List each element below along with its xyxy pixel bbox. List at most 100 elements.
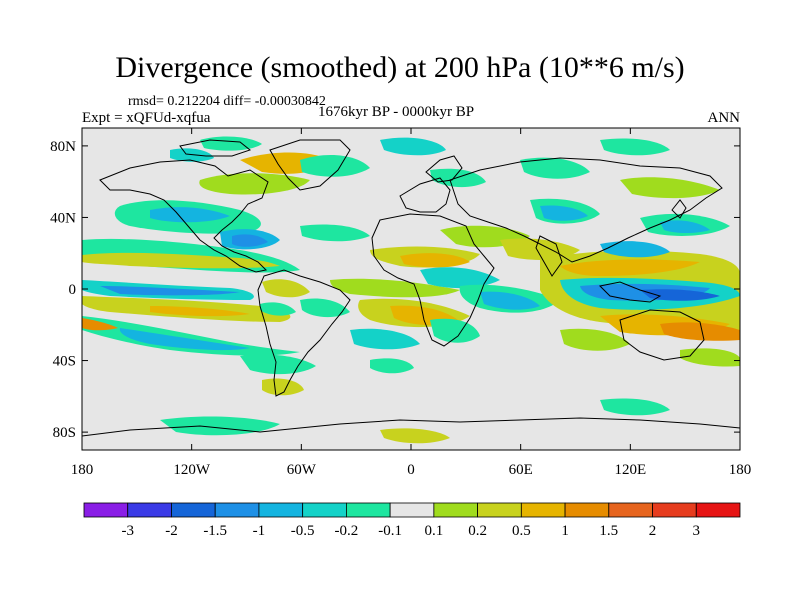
colorbar-swatch bbox=[302, 502, 347, 518]
field-zone bbox=[119, 328, 250, 351]
field-zone bbox=[100, 286, 240, 296]
lon-label: 180 bbox=[71, 462, 94, 478]
longitude-labels: 180 120W 60W 0 60E 120E 180 bbox=[71, 462, 752, 478]
coastline-asia bbox=[449, 157, 723, 263]
colorbar-swatch bbox=[652, 502, 697, 518]
field-zone bbox=[430, 318, 480, 343]
field-zone bbox=[400, 253, 470, 268]
coastline-africa bbox=[371, 213, 495, 347]
colorbar-swatch bbox=[564, 502, 610, 518]
coastlines bbox=[82, 139, 740, 437]
field-zone bbox=[300, 154, 370, 177]
colorbar-label: -0.5 bbox=[291, 523, 315, 539]
colorbar-swatch bbox=[258, 502, 304, 518]
field-zone bbox=[240, 354, 316, 375]
field-zone bbox=[350, 328, 420, 350]
lon-label: 0 bbox=[407, 462, 415, 478]
colorbar-label: 0.2 bbox=[468, 523, 487, 539]
colorbar-swatch bbox=[608, 502, 653, 518]
colorbar-swatch bbox=[171, 502, 216, 518]
field-zone bbox=[660, 220, 710, 233]
colorbar-label: 1.5 bbox=[599, 523, 618, 539]
coastline-japan bbox=[671, 199, 687, 219]
colorbar-swatch bbox=[214, 502, 260, 518]
latitude-labels: 80N 40N 0 40S 80S bbox=[50, 139, 76, 441]
colorbar-label: 0.5 bbox=[512, 523, 531, 539]
coastline-europe bbox=[399, 177, 451, 213]
rmsd-diff-stats: rmsd= 0.212204 diff= -0.00030842 bbox=[128, 94, 326, 109]
coastline-arctic-islands bbox=[179, 139, 252, 157]
field-zone bbox=[330, 278, 460, 298]
colorbar-swatch bbox=[433, 502, 479, 518]
field-zone bbox=[150, 306, 250, 317]
colorbar-swatch bbox=[520, 502, 566, 518]
coastline-maritime-continent bbox=[598, 281, 662, 303]
field-zone bbox=[300, 224, 370, 242]
lat-label: 40S bbox=[53, 354, 76, 370]
experiment-label: Expt = xQFUd-xqfua bbox=[82, 110, 211, 126]
field-zone bbox=[560, 259, 700, 276]
lat-label: 80N bbox=[50, 139, 76, 155]
colorbar-label: -1.5 bbox=[203, 523, 227, 539]
lat-label: 0 bbox=[69, 282, 77, 298]
lat-label: 80S bbox=[53, 425, 76, 441]
field-zone bbox=[520, 157, 590, 179]
colorbar-label: -0.1 bbox=[378, 523, 402, 539]
colorbar-swatch bbox=[695, 502, 741, 518]
field-zone bbox=[380, 137, 446, 156]
field-zone bbox=[680, 348, 740, 367]
field-zone bbox=[232, 234, 268, 247]
coastline-australia bbox=[619, 309, 705, 361]
period-label: 1676kyr BP - 0000kyr BP bbox=[318, 104, 475, 120]
field-zone bbox=[262, 279, 310, 298]
field-zone bbox=[620, 177, 720, 199]
field-zone bbox=[82, 318, 118, 331]
colorbar-label: 1 bbox=[561, 523, 569, 539]
field-zone bbox=[600, 138, 670, 156]
field-zone bbox=[420, 267, 500, 289]
field-zone bbox=[640, 289, 720, 301]
coastline-india bbox=[535, 235, 563, 277]
season-label: ANN bbox=[707, 110, 741, 126]
field-zone bbox=[380, 428, 450, 444]
field-zone bbox=[300, 298, 350, 318]
colorbar-label: -0.2 bbox=[335, 523, 359, 539]
colorbar-label: -2 bbox=[165, 523, 178, 539]
colorbar-label: 2 bbox=[649, 523, 657, 539]
colorbar-label: 0.1 bbox=[424, 523, 443, 539]
colorbar-swatch bbox=[83, 502, 129, 518]
colorbar-label: -3 bbox=[121, 523, 134, 539]
lon-label: 120E bbox=[614, 462, 646, 478]
colorbar-swatch bbox=[477, 502, 522, 518]
field-zone bbox=[82, 252, 280, 269]
field-zone bbox=[370, 358, 414, 374]
lat-label: 40N bbox=[50, 210, 76, 226]
lon-label: 60W bbox=[287, 462, 317, 478]
field-zone bbox=[260, 302, 296, 316]
axis-ticks bbox=[81, 128, 741, 450]
coastline-greenland bbox=[269, 139, 351, 191]
colorbar-swatch bbox=[127, 502, 172, 518]
colorbar-label: -1 bbox=[253, 523, 266, 539]
field-zone bbox=[600, 398, 670, 416]
lon-label: 60E bbox=[509, 462, 533, 478]
coastline-scandinavia bbox=[425, 155, 463, 183]
lon-label: 120W bbox=[173, 462, 211, 478]
field-zone bbox=[600, 241, 670, 258]
field-zone bbox=[82, 316, 300, 356]
field-zone bbox=[150, 207, 230, 223]
colorbar-label: 3 bbox=[693, 523, 701, 539]
colorbar-swatch bbox=[345, 502, 391, 518]
field-zone bbox=[170, 148, 214, 162]
field-zone bbox=[199, 173, 310, 195]
colorbar-swatch bbox=[389, 502, 435, 518]
colorbar: -3 -2 -1.5 -1 -0.5 -0.2 -0.1 0.1 0.2 0.5 1 1.5 2 3 bbox=[83, 502, 741, 539]
coastline-south-america bbox=[257, 269, 351, 397]
coastline-antarctica bbox=[82, 417, 740, 437]
coastline-north-america bbox=[99, 159, 269, 273]
divergence-field bbox=[82, 136, 740, 444]
field-zone bbox=[540, 205, 588, 221]
field-zone bbox=[560, 328, 630, 351]
lon-label: 180 bbox=[729, 462, 752, 478]
